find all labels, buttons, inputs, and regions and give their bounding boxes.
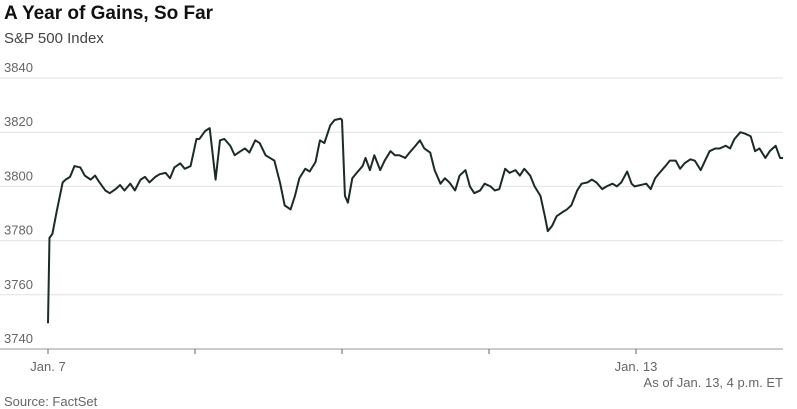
source: Source: FactSet <box>4 394 98 409</box>
data-line <box>47 117 783 324</box>
chart-title: A Year of Gains, So Far <box>4 3 214 24</box>
x-tick-label: Jan. 13 <box>615 359 658 374</box>
y-tick-label: 3840 <box>4 60 33 75</box>
note: As of Jan. 13, 4 p.m. ET <box>644 375 784 390</box>
y-tick-label: 3780 <box>4 223 33 238</box>
x-tick-label: Jan. 7 <box>30 359 65 374</box>
y-tick-label: 3740 <box>4 331 33 346</box>
chart-subtitle: S&P 500 Index <box>4 30 104 47</box>
y-tick-label: 3820 <box>4 114 33 129</box>
y-tick-label: 3800 <box>4 168 33 183</box>
y-tick-label: 3760 <box>4 277 33 292</box>
